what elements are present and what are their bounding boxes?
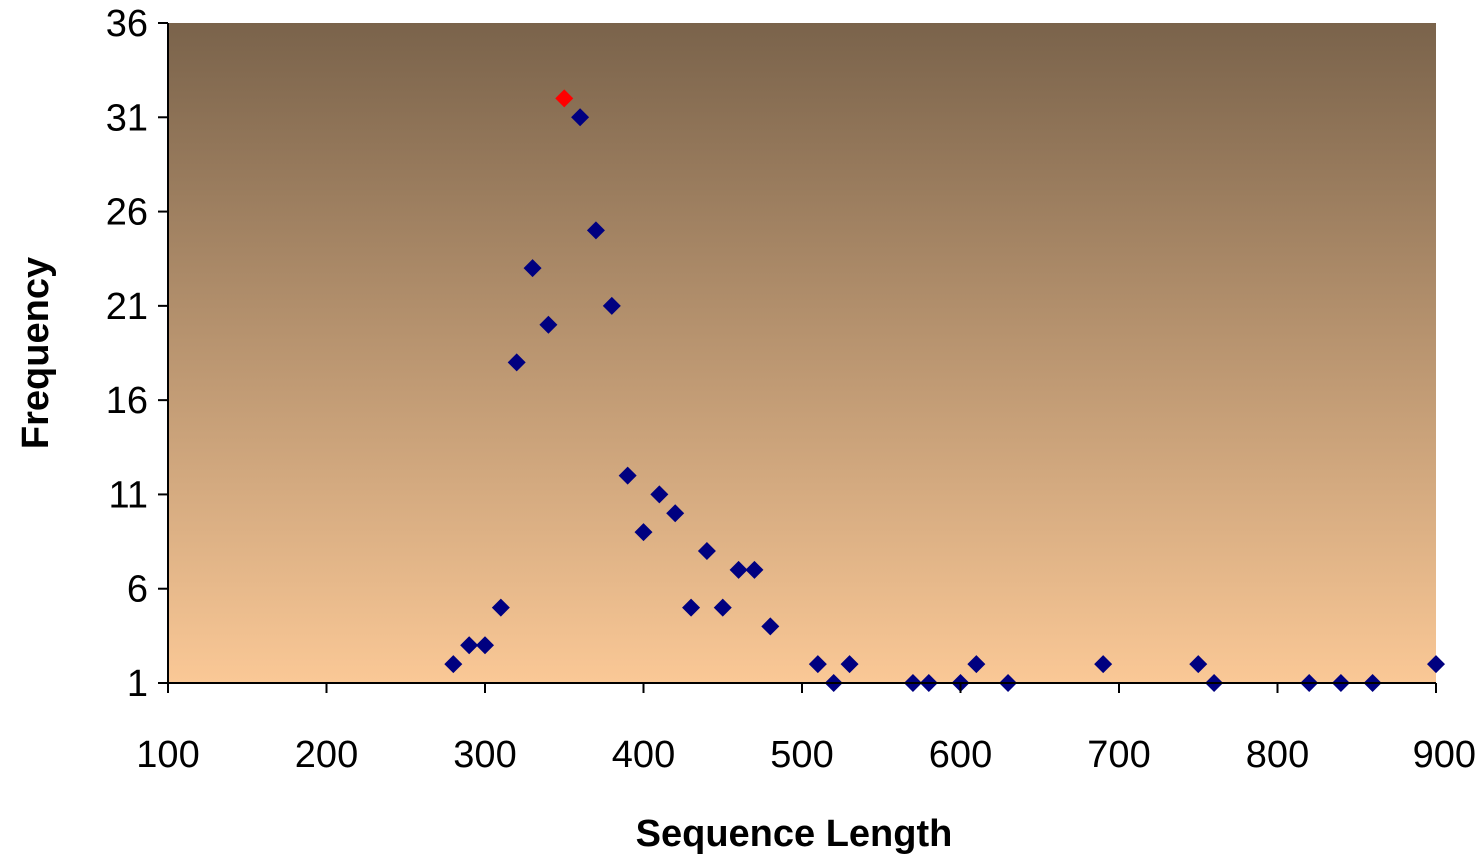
data-point <box>697 542 716 560</box>
data-point-highlight <box>555 89 574 108</box>
plot-area <box>168 23 1436 683</box>
data-point <box>1189 655 1208 674</box>
x-tick-label: 800 <box>1246 734 1309 776</box>
data-point <box>460 636 479 655</box>
data-point <box>539 315 558 334</box>
data-point <box>507 353 526 372</box>
data-point <box>1427 655 1445 674</box>
y-tick-label: 6 <box>127 569 148 611</box>
data-point <box>586 221 605 240</box>
x-axis-title: Sequence Length <box>636 813 953 855</box>
data-point <box>523 259 542 278</box>
data-point <box>444 655 463 674</box>
data-point <box>571 108 590 127</box>
data-point <box>650 485 669 504</box>
data-point <box>634 523 653 542</box>
data-point <box>491 598 510 617</box>
data-point <box>682 598 701 617</box>
x-axis-ticks: 100 200 300 400 500 600 700 800 900 <box>136 683 1476 776</box>
x-tick-label: 700 <box>1087 734 1150 776</box>
data-point <box>713 598 732 617</box>
y-tick-label: 26 <box>106 192 148 234</box>
data-point <box>602 296 621 315</box>
x-tick-label: 300 <box>453 734 516 776</box>
y-tick-label: 21 <box>106 286 148 328</box>
data-point <box>618 466 637 485</box>
x-tick-label: 400 <box>612 734 675 776</box>
data-point <box>808 655 827 674</box>
data-point <box>761 617 780 636</box>
y-axis-title: Frequency <box>15 257 57 449</box>
x-tick-label: 600 <box>929 734 992 776</box>
y-tick-label: 11 <box>109 474 148 516</box>
x-tick-label: 100 <box>136 734 199 776</box>
x-tick-label: 500 <box>770 734 833 776</box>
data-point <box>729 560 748 579</box>
x-tick-label: 200 <box>295 734 358 776</box>
data-point <box>745 560 764 579</box>
y-tick-label: 16 <box>106 380 148 422</box>
data-point <box>476 636 494 655</box>
data-point <box>666 504 685 523</box>
y-tick-label: 31 <box>106 97 148 139</box>
y-tick-label: 36 <box>106 3 148 45</box>
data-point <box>967 655 986 674</box>
data-point <box>1094 655 1113 674</box>
data-point <box>840 655 859 674</box>
x-tick-label: 900 <box>1413 734 1476 776</box>
y-tick-label: 1 <box>127 663 148 705</box>
